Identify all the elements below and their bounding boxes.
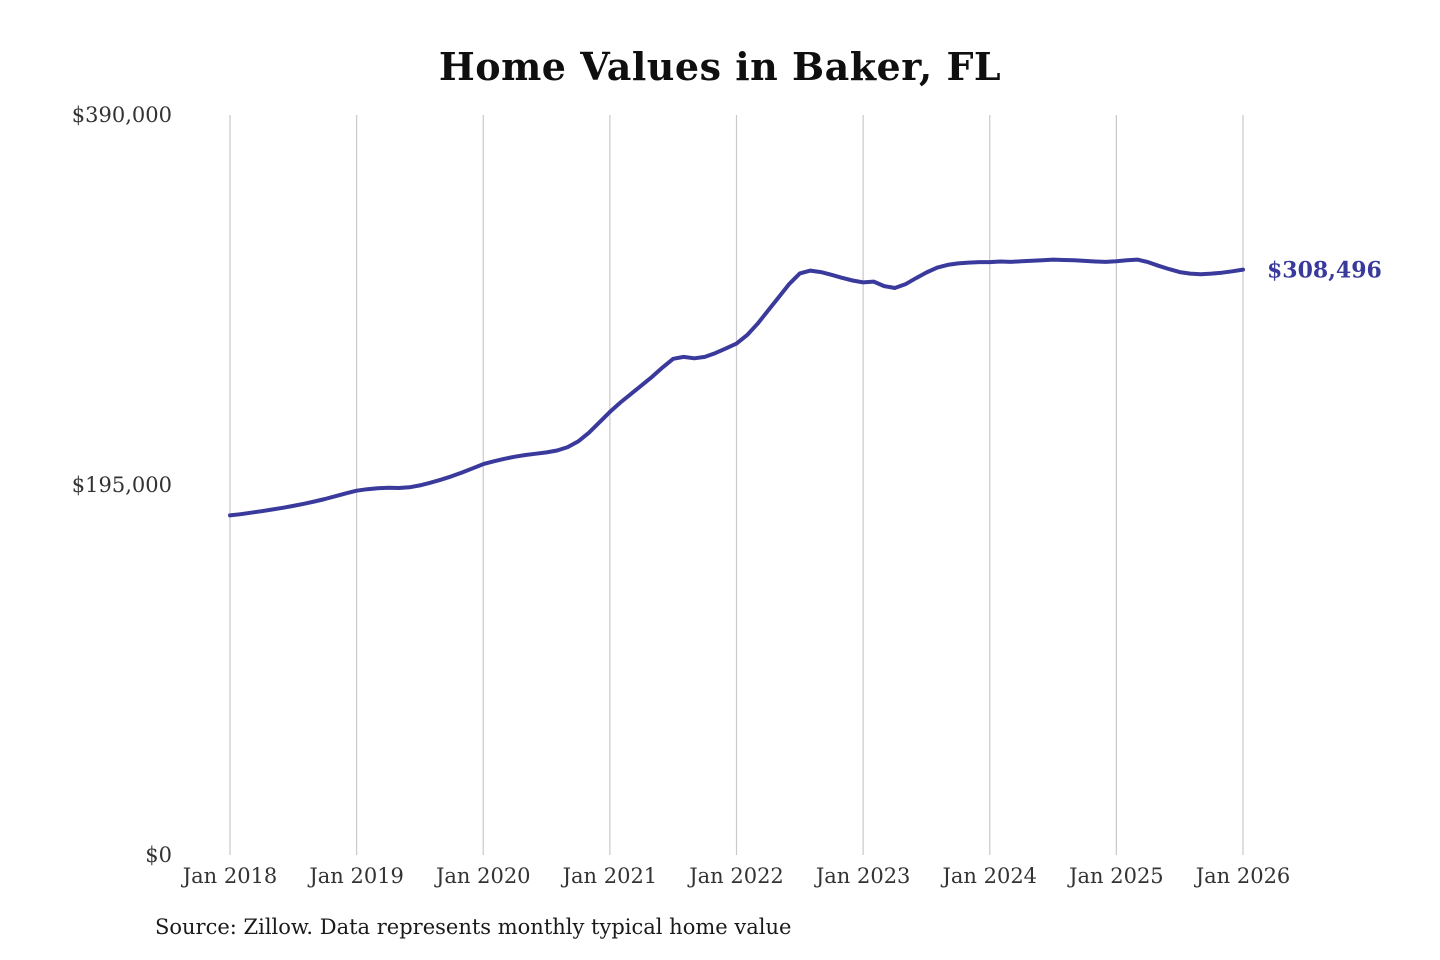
gridlines bbox=[229, 115, 1244, 855]
x-tick-label: Jan 2025 bbox=[1067, 864, 1164, 888]
x-tick-label: Jan 2022 bbox=[687, 864, 784, 888]
x-tick-label: Jan 2024 bbox=[940, 864, 1037, 888]
x-axis-labels: Jan 2018 Jan 2019 Jan 2020 Jan 2021 Jan 2022… bbox=[181, 864, 1291, 888]
home-value-line bbox=[228, 257, 1245, 518]
x-tick-label: Jan 2023 bbox=[814, 864, 911, 888]
chart-title: Home Values in Baker, FL bbox=[438, 44, 1002, 89]
x-tick-label: Jan 2020 bbox=[434, 864, 531, 888]
y-tick-label: $0 bbox=[145, 843, 172, 867]
y-axis-labels: $390,000 $195,000 $0 bbox=[72, 103, 172, 867]
source-note: Source: Zillow. Data represents monthly … bbox=[155, 915, 792, 939]
x-tick-label: Jan 2026 bbox=[1194, 864, 1291, 888]
x-tick-label: Jan 2021 bbox=[561, 864, 658, 888]
y-tick-label: $390,000 bbox=[72, 103, 172, 127]
y-tick-label: $195,000 bbox=[72, 473, 172, 497]
x-tick-label: Jan 2018 bbox=[181, 864, 278, 888]
latest-value-label: $308,496 bbox=[1267, 258, 1382, 284]
x-tick-label: Jan 2019 bbox=[307, 864, 404, 888]
